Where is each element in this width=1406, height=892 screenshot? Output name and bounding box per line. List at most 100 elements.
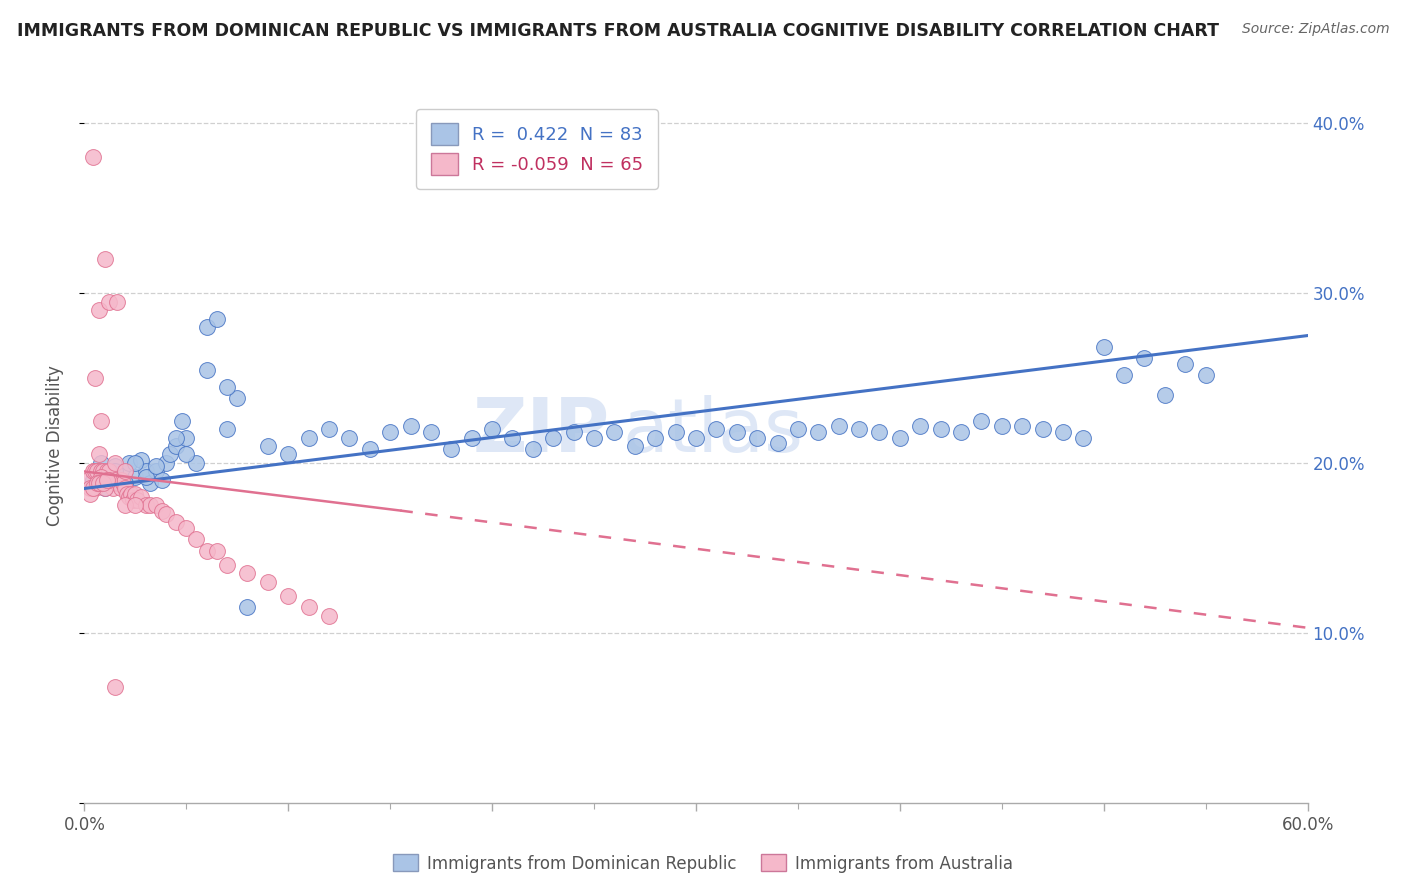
Point [359, 442, 381, 457]
Point [115, 486, 138, 500]
Point [77, 473, 100, 487]
Point [725, 425, 748, 440]
Point [950, 425, 973, 440]
Point [747, 430, 769, 444]
Point [1133, 351, 1156, 365]
Point [543, 430, 565, 444]
Point [665, 425, 688, 440]
Point [79, 482, 101, 496]
Point [461, 430, 484, 444]
Point [186, 533, 208, 547]
Point [110, 476, 132, 491]
Point [114, 482, 136, 496]
Point [440, 442, 463, 457]
Point [93, 252, 115, 266]
Point [124, 469, 146, 483]
Point [217, 422, 239, 436]
Point [298, 430, 321, 444]
Point [420, 425, 443, 440]
Point [848, 422, 870, 436]
Point [96, 465, 118, 479]
Point [82, 465, 104, 479]
Point [1154, 388, 1177, 402]
Point [174, 520, 197, 534]
Point [195, 320, 218, 334]
Point [131, 490, 153, 504]
Point [120, 486, 142, 500]
Point [217, 558, 239, 572]
Point [226, 392, 249, 406]
Point [135, 499, 157, 513]
Text: ZIP: ZIP [472, 395, 610, 468]
Point [97, 469, 120, 483]
Point [105, 294, 128, 309]
Point [150, 503, 173, 517]
Point [145, 465, 167, 479]
Point [1032, 422, 1054, 436]
Point [124, 486, 146, 500]
Point [1052, 425, 1074, 440]
Point [1011, 418, 1033, 433]
Point [87, 448, 110, 462]
Text: IMMIGRANTS FROM DOMINICAN REPUBLIC VS IMMIGRANTS FROM AUSTRALIA COGNITIVE DISABI: IMMIGRANTS FROM DOMINICAN REPUBLIC VS IM… [17, 22, 1219, 40]
Point [217, 379, 239, 393]
Point [104, 459, 127, 474]
Point [86, 476, 108, 491]
Point [277, 589, 299, 603]
Point [339, 430, 361, 444]
Point [236, 600, 259, 615]
Point [380, 425, 402, 440]
Point [83, 371, 105, 385]
Point [114, 476, 136, 491]
Point [90, 469, 112, 483]
Point [108, 476, 131, 491]
Point [97, 294, 120, 309]
Point [910, 418, 932, 433]
Point [83, 465, 105, 479]
Point [86, 465, 108, 479]
Point [104, 473, 127, 487]
Legend: Immigrants from Dominican Republic, Immigrants from Australia: Immigrants from Dominican Republic, Immi… [387, 847, 1019, 880]
Point [205, 311, 228, 326]
Point [104, 680, 127, 694]
Point [124, 456, 146, 470]
Point [399, 418, 422, 433]
Point [828, 418, 851, 433]
Point [869, 425, 891, 440]
Point [93, 482, 115, 496]
Point [105, 476, 128, 491]
Text: Source: ZipAtlas.com: Source: ZipAtlas.com [1241, 22, 1389, 37]
Point [172, 413, 194, 427]
Point [82, 482, 104, 496]
Point [195, 544, 218, 558]
Point [110, 473, 132, 487]
Point [502, 430, 524, 444]
Point [93, 482, 115, 496]
Point [114, 465, 136, 479]
Point [135, 465, 157, 479]
Point [90, 413, 112, 427]
Point [522, 442, 544, 457]
Point [318, 422, 340, 436]
Point [1195, 368, 1218, 382]
Point [90, 465, 112, 479]
Point [138, 476, 160, 491]
Point [155, 507, 177, 521]
Point [165, 516, 187, 530]
Point [97, 465, 120, 479]
Point [644, 430, 666, 444]
Point [96, 473, 118, 487]
Point [90, 456, 112, 470]
Point [174, 448, 197, 462]
Point [257, 574, 280, 589]
Point [685, 430, 707, 444]
Point [124, 499, 146, 513]
Point [131, 452, 153, 467]
Point [104, 465, 127, 479]
Point [91, 465, 114, 479]
Point [145, 459, 167, 474]
Point [1114, 368, 1136, 382]
Point [93, 473, 115, 487]
Point [766, 435, 789, 450]
Point [87, 476, 110, 491]
